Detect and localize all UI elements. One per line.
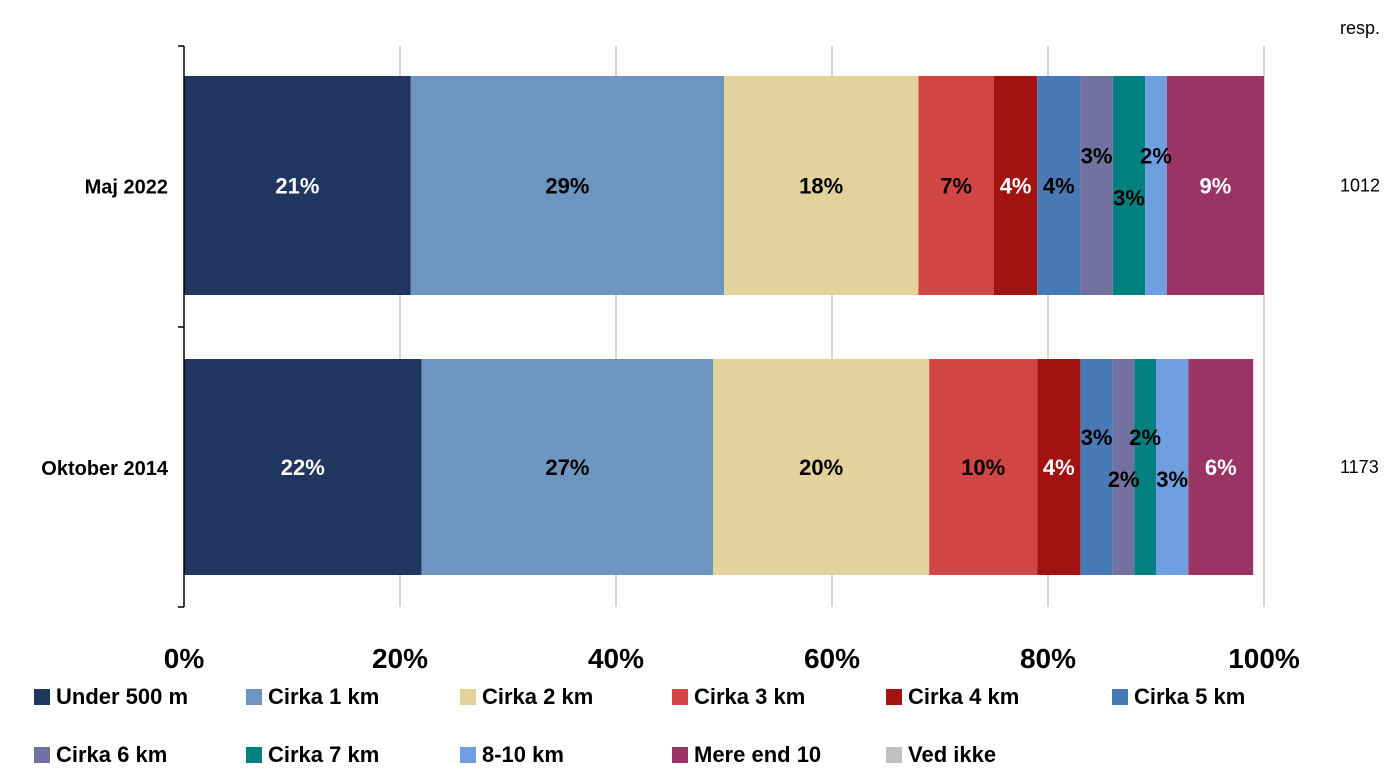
legend-swatch (672, 689, 688, 705)
x-tick-label: 80% (1020, 643, 1076, 674)
data-label: 29% (545, 174, 589, 199)
data-label: 4% (1043, 455, 1075, 480)
legend-label: Cirka 3 km (694, 684, 806, 709)
data-label: 2% (1108, 467, 1140, 492)
data-label: 10% (961, 455, 1005, 480)
legend-swatch (246, 747, 262, 763)
legend-item: Cirka 3 km (672, 684, 805, 710)
data-label: 27% (545, 455, 589, 480)
data-label: 3% (1081, 425, 1113, 450)
legend-label: 8-10 km (482, 742, 564, 767)
bar-segment (1145, 76, 1167, 295)
data-label: 9% (1200, 174, 1232, 199)
legend-item: 8-10 km (460, 742, 564, 768)
bar-segment (1112, 359, 1135, 575)
bar-segment (421, 359, 714, 575)
bar-segment (1112, 76, 1146, 295)
bar-segment (1188, 359, 1254, 575)
bar-segment (1134, 359, 1156, 575)
bar-segment (1080, 359, 1113, 575)
data-label: 21% (275, 174, 319, 199)
legend-swatch (1112, 689, 1128, 705)
x-tick-label: 20% (372, 643, 428, 674)
bar-segment (184, 76, 411, 295)
bar-segment (929, 359, 1038, 575)
x-tick-label: 60% (804, 643, 860, 674)
category-label: Maj 2022 (85, 177, 168, 199)
legend-label: Ved ikke (908, 742, 997, 767)
legend-label: Under 500 m (56, 684, 189, 709)
category-label: Oktober 2014 (41, 458, 169, 480)
data-label: 22% (281, 455, 325, 480)
legend-swatch (34, 689, 50, 705)
legend-swatch (672, 747, 688, 763)
data-label: 7% (940, 174, 972, 199)
x-tick-label: 0% (164, 643, 205, 674)
bar-segment (1080, 76, 1113, 295)
bar-segment (1037, 76, 1081, 295)
legend-label: Cirka 4 km (908, 684, 1020, 709)
data-label: 20% (799, 455, 843, 480)
data-label: 18% (799, 174, 843, 199)
legend-item: Cirka 1 km (246, 684, 379, 710)
legend-label: Cirka 6 km (56, 742, 168, 767)
data-label: 6% (1205, 455, 1237, 480)
data-label: 4% (1043, 174, 1075, 199)
legend-swatch (34, 747, 50, 763)
legend-swatch (460, 689, 476, 705)
x-tick-label: 40% (588, 643, 644, 674)
bar-segment (1166, 76, 1264, 295)
x-tick-label: 100% (1228, 643, 1300, 674)
legend-item: Cirka 6 km (34, 742, 167, 768)
data-label: 3% (1081, 144, 1113, 169)
data-label: 2% (1140, 144, 1172, 169)
legend-label: Cirka 5 km (1134, 684, 1246, 709)
legend-swatch (460, 747, 476, 763)
legend-label: Mere end 10 (694, 742, 822, 767)
bar-segment (184, 359, 422, 575)
legend-item: Cirka 4 km (886, 684, 1019, 710)
legend-item: Cirka 7 km (246, 742, 379, 768)
respondent-count: 1012 (1340, 176, 1380, 196)
legend-item: Under 500 m (34, 684, 188, 710)
legend-swatch (886, 689, 902, 705)
respondent-count: 1173 (1340, 457, 1379, 477)
legend-item: Cirka 2 km (460, 684, 593, 710)
legend-label: Cirka 2 km (482, 684, 594, 709)
bar-segment (1156, 359, 1189, 575)
respondents-header: resp. (1340, 18, 1381, 38)
bar-segment (713, 359, 930, 575)
legend-label: Cirka 1 km (268, 684, 380, 709)
chart-legend: Under 500 m Cirka 1 km Cirka 2 km Cirka 3 k… (34, 684, 1394, 768)
bar-segment (724, 76, 919, 295)
bar-segment (1037, 359, 1081, 575)
data-label: 2% (1129, 425, 1161, 450)
bar-segment (410, 76, 724, 295)
legend-item: Ved ikke (886, 742, 996, 768)
legend-swatch (246, 689, 262, 705)
legend-label: Cirka 7 km (268, 742, 380, 767)
legend-item: Mere end 10 (672, 742, 821, 768)
data-label: 4% (1000, 174, 1032, 199)
legend-swatch (886, 747, 902, 763)
bar-segment (918, 76, 994, 295)
legend-item: Cirka 5 km (1112, 684, 1245, 710)
data-label: 3% (1156, 467, 1188, 492)
bar-segment (994, 76, 1038, 295)
data-label: 3% (1113, 186, 1145, 211)
